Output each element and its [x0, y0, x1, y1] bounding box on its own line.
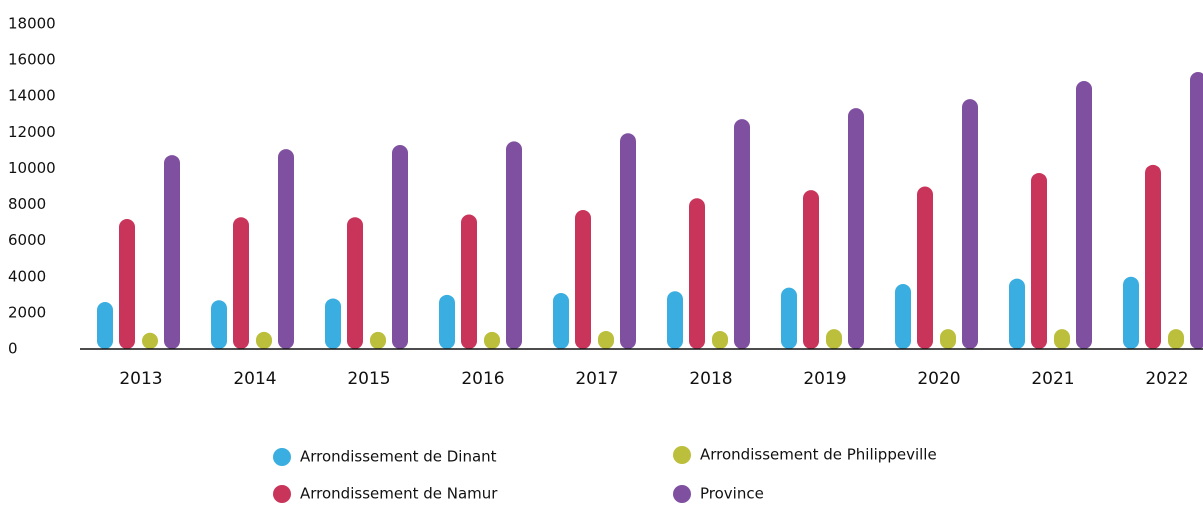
legend-swatch [273, 448, 291, 466]
bar [256, 331, 272, 349]
x-tick-label: 2015 [347, 369, 390, 389]
bar [620, 133, 636, 349]
x-tick-label: 2017 [575, 369, 618, 389]
bar [506, 141, 522, 349]
y-tick-label: 14000 [8, 87, 56, 105]
bar [347, 217, 363, 349]
legend-label: Arrondissement de Philippeville [700, 446, 937, 464]
y-tick-label: 8000 [8, 195, 46, 213]
bar [119, 219, 135, 349]
bar [940, 329, 956, 349]
legend-label: Arrondissement de Namur [300, 485, 498, 503]
bar [712, 330, 728, 349]
x-tick-label: 2018 [689, 369, 732, 389]
bar [164, 155, 180, 349]
bar [392, 144, 408, 349]
bar [97, 302, 113, 349]
bar [734, 119, 750, 350]
bar [895, 284, 911, 349]
x-tick-label: 2013 [119, 369, 162, 389]
bar [553, 293, 569, 349]
bar [689, 198, 705, 349]
legend-label: Arrondissement de Dinant [300, 448, 497, 466]
y-tick-label: 6000 [8, 231, 46, 249]
bar [233, 217, 249, 349]
y-tick-label: 0 [8, 340, 18, 358]
bar [1009, 278, 1025, 349]
bar [917, 186, 933, 349]
legend-label: Province [700, 485, 764, 503]
y-tick-label: 4000 [8, 267, 46, 285]
bar [211, 300, 227, 349]
bar [598, 330, 614, 349]
bar [667, 291, 683, 349]
bar [781, 287, 797, 349]
bar [370, 331, 386, 349]
bar [1123, 276, 1139, 349]
bar [1145, 164, 1161, 349]
legend-swatch [273, 485, 291, 503]
y-tick-label: 18000 [8, 15, 56, 33]
bar [1054, 329, 1070, 349]
bar [1031, 172, 1047, 349]
y-tick-label: 16000 [8, 51, 56, 69]
bar [484, 331, 500, 349]
x-tick-label: 2019 [803, 369, 846, 389]
bar [1076, 81, 1092, 350]
x-tick-label: 2016 [461, 369, 504, 389]
bar [142, 332, 158, 349]
bar [1168, 329, 1184, 349]
bar [461, 214, 477, 349]
bar [803, 190, 819, 349]
x-tick-label: 2021 [1031, 369, 1074, 389]
bar [439, 294, 455, 349]
x-tick-label: 2022 [1145, 369, 1188, 389]
bar [1190, 72, 1203, 349]
bar [962, 99, 978, 349]
bar [848, 108, 864, 349]
bar [575, 209, 591, 349]
y-tick-label: 12000 [8, 123, 56, 141]
bar [325, 298, 341, 349]
x-tick-label: 2020 [917, 369, 960, 389]
legend-swatch [673, 485, 691, 503]
bar [278, 149, 294, 349]
x-tick-label: 2014 [233, 369, 276, 389]
y-tick-label: 10000 [8, 159, 56, 177]
bar [826, 329, 842, 349]
legend-swatch [673, 446, 691, 464]
y-tick-label: 2000 [8, 303, 46, 321]
